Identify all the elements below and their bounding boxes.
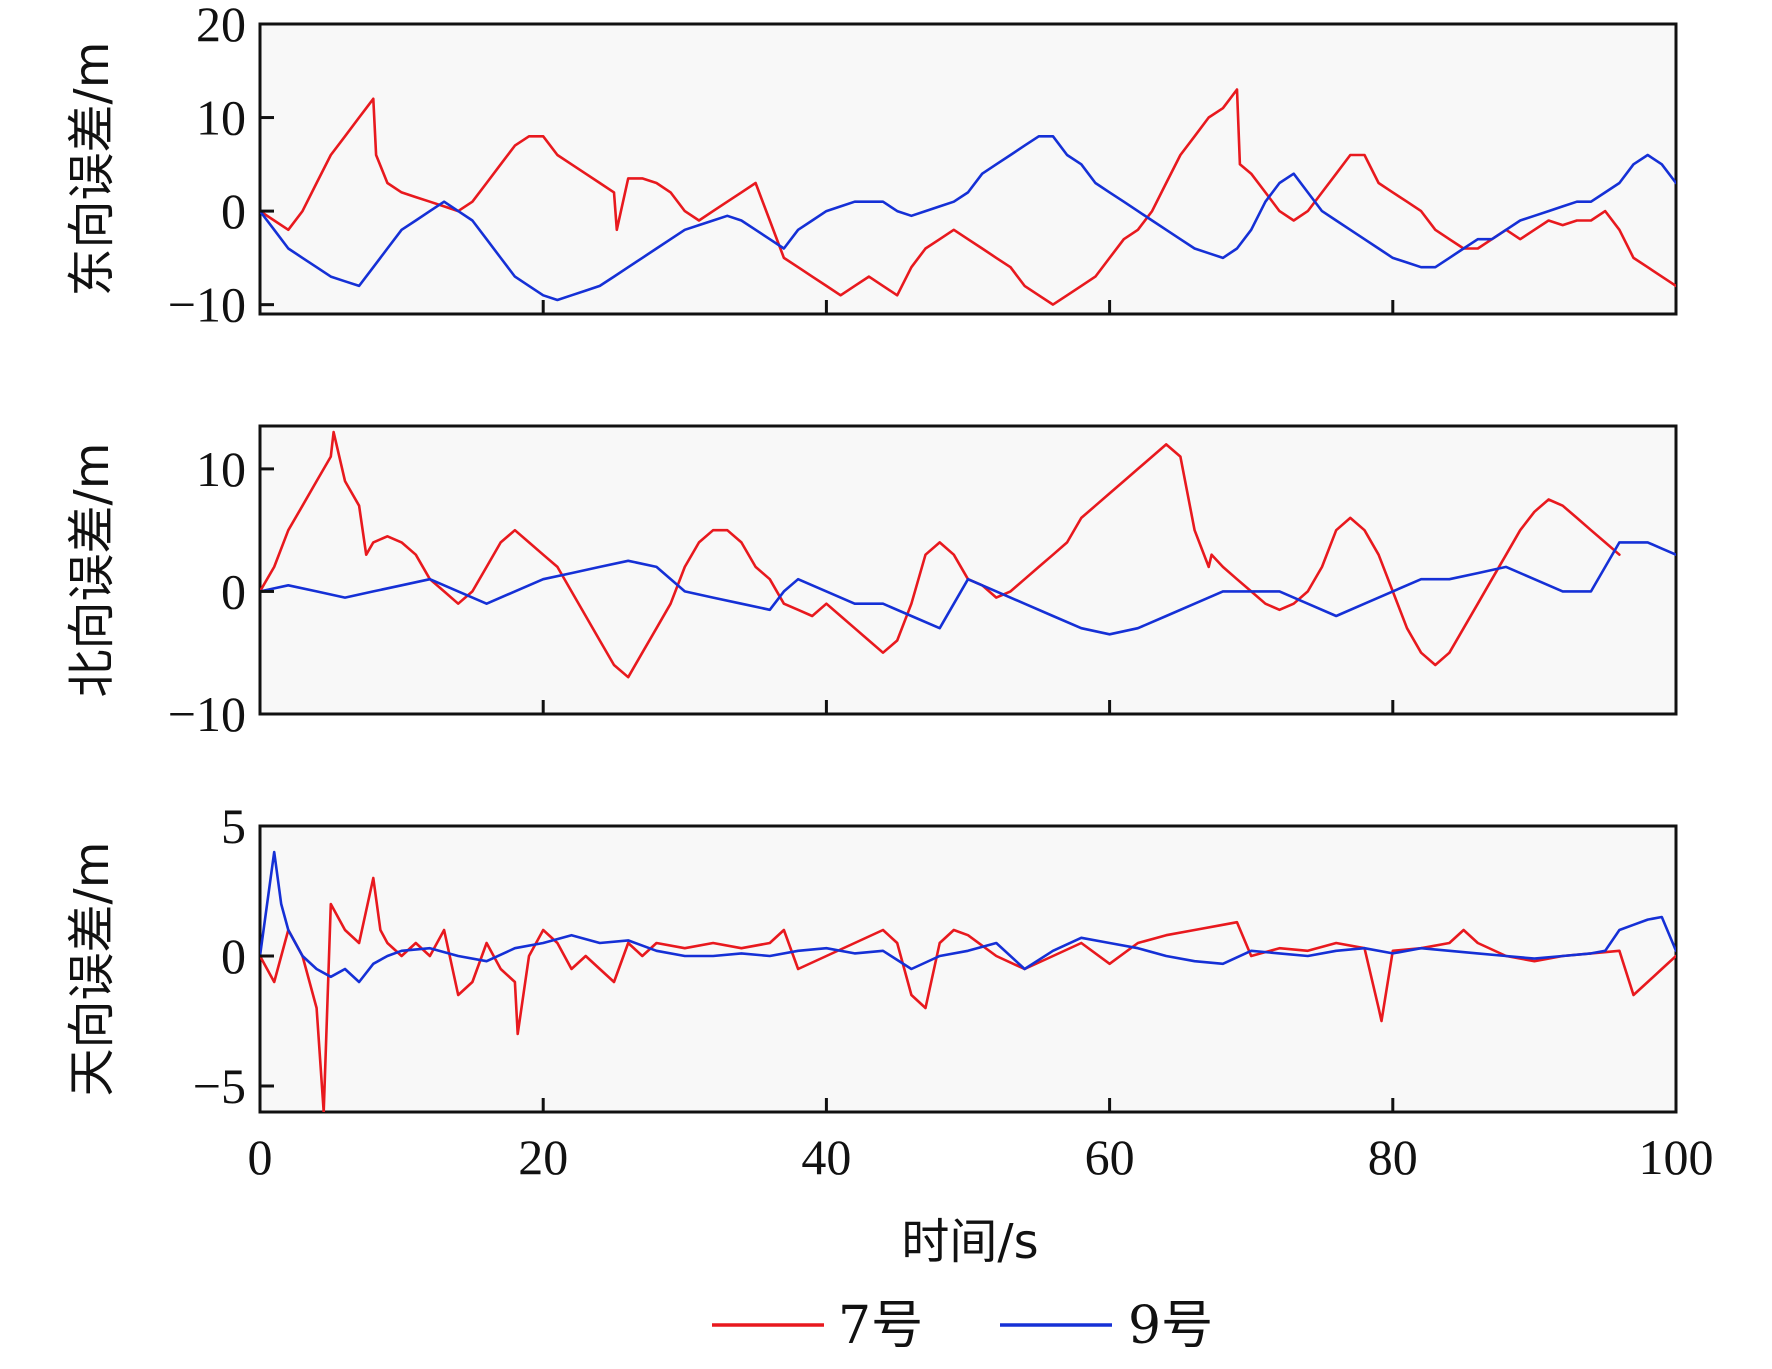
series-line-nine [260,135,1676,302]
y-axis-title: 天向误差/m [64,842,120,1097]
y-tick-label: 0 [221,563,246,619]
y-tick-label: 5 [221,798,246,854]
x-tick-label: 40 [801,1129,851,1185]
panel-1: −10 0 10 20 东向误差/m [64,0,1678,333]
x-tick-label: 0 [248,1129,273,1185]
y-tick-label: 0 [221,183,246,239]
series-group [260,850,1676,1112]
series-line-nine [260,541,1676,636]
y-tick-label: 10 [196,441,246,497]
y-tick-label: 20 [196,0,246,52]
y-tick-label: −10 [168,277,246,333]
plot-frame [258,424,1678,716]
y-axis-title: 北向误差/m [64,443,120,698]
series-line-seven [260,88,1676,306]
series-group [260,430,1676,679]
series-group [260,88,1676,306]
x-tick-label: 100 [1639,1129,1714,1185]
x-tick-label: 20 [518,1129,568,1185]
y-axis-title: 东向误差/m [64,42,120,297]
y-tick-label: −5 [193,1058,246,1114]
panel-2: −10 0 10 北向误差/m [64,424,1678,742]
y-tick-label: 0 [221,928,246,984]
legend-label: 9号 [1128,1296,1213,1356]
legend: 7号 9号 [712,1296,1213,1356]
series-line-nine [260,850,1676,984]
plot-frame [258,22,1678,316]
x-tick-label: 60 [1085,1129,1135,1185]
y-tick-label: −10 [168,686,246,742]
x-tick-label: 80 [1368,1129,1418,1185]
legend-label: 7号 [838,1296,923,1356]
plot-frame [258,824,1678,1114]
y-tick-label: 10 [196,90,246,146]
x-axis-title: 时间/s [901,1214,1038,1270]
series-line-seven [260,430,1621,679]
